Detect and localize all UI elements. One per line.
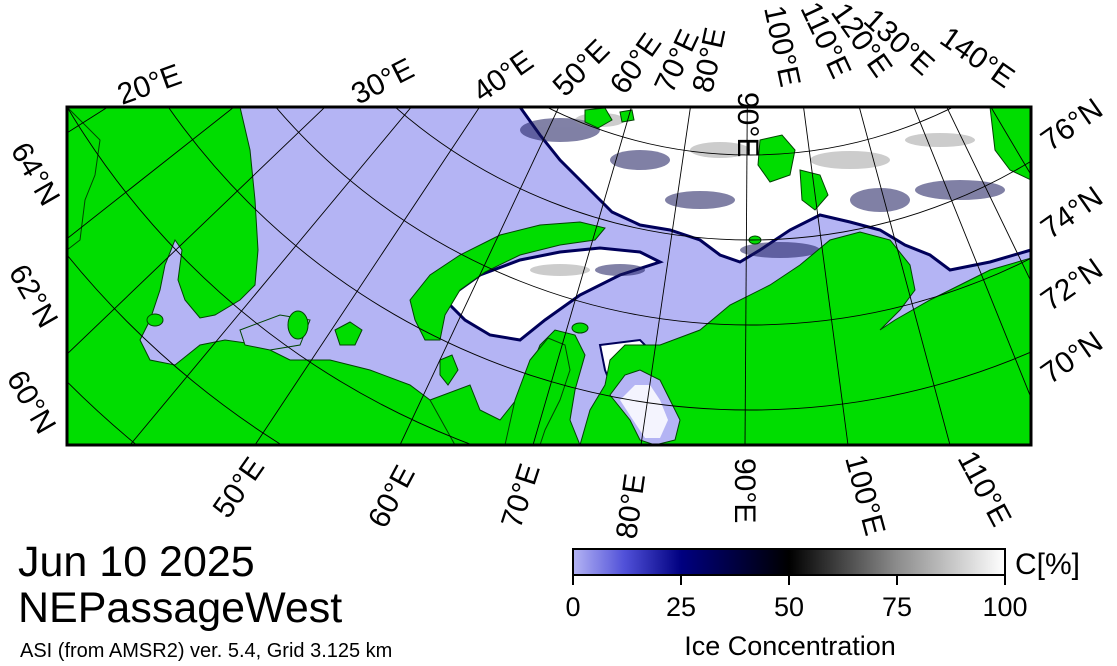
land-severnaya bbox=[757, 134, 796, 183]
land-islet-1 bbox=[571, 322, 589, 334]
region-name: NEPassageWest bbox=[18, 584, 343, 632]
lon-label-bottom: 90°E bbox=[728, 458, 761, 523]
lon-label-bottom: 50°E bbox=[207, 452, 272, 524]
lon-label-bottom: 110°E bbox=[951, 446, 1018, 532]
lat-label-right: 76°N bbox=[1035, 92, 1109, 157]
lat-label-right: 74°N bbox=[1035, 180, 1109, 245]
land-gydan-taymyr bbox=[579, 231, 1031, 445]
map-area bbox=[67, 107, 1031, 445]
lat-labels-right: 76°N 74°N 72°N 70°N bbox=[1035, 92, 1109, 390]
land-kanin bbox=[334, 321, 363, 346]
lon-label-top: 30°E bbox=[346, 52, 419, 111]
data-source: ASI (from AMSR2) ver. 5.4, Grid 3.125 km bbox=[20, 640, 393, 662]
lat-label-left: 60°N bbox=[0, 365, 62, 440]
land-franz-josef-2 bbox=[619, 109, 635, 123]
lon-label-bottom: 60°E bbox=[362, 460, 422, 533]
land-yamal bbox=[504, 337, 571, 445]
marginal-ice bbox=[520, 118, 1005, 276]
map-date: Jun 10 2025 bbox=[18, 538, 255, 586]
lon-label-bottom: 80°E bbox=[610, 472, 652, 541]
lon-label-bottom: 100°E bbox=[838, 451, 891, 539]
colorbar-tick: 75 bbox=[882, 592, 912, 622]
lat-labels-left: 64°N 62°N 60°N bbox=[0, 137, 66, 440]
land-vaygach bbox=[439, 354, 459, 386]
colorbar-tick: 25 bbox=[666, 592, 696, 622]
gulf-ob-ice bbox=[620, 385, 668, 438]
lat-label-left: 62°N bbox=[2, 259, 64, 334]
lon-label-bottom: 70°E bbox=[495, 460, 547, 532]
lon-label-top: 90°E bbox=[731, 92, 764, 157]
colorbar-title: Ice Concentration bbox=[684, 631, 896, 661]
lat-label-right: 72°N bbox=[1035, 252, 1109, 317]
land-east-islands bbox=[989, 107, 1031, 181]
land-severnaya-2 bbox=[799, 169, 829, 211]
colorbar-unit: C[%] bbox=[1015, 548, 1080, 581]
colorbar-tick: 0 bbox=[565, 592, 580, 622]
lon-label-top: 50°E bbox=[547, 33, 617, 103]
map-frame bbox=[65, 105, 1033, 447]
lon-label-top: 140°E bbox=[934, 21, 1020, 95]
colorbar-gradient bbox=[572, 548, 1006, 576]
lon-label-top: 40°E bbox=[467, 44, 539, 109]
lon-label-top: 20°E bbox=[113, 58, 186, 111]
lat-label-left: 64°N bbox=[4, 137, 66, 212]
sea-ice-north bbox=[518, 107, 1031, 272]
land-norway-north bbox=[67, 107, 101, 251]
lat-label-right: 70°N bbox=[1035, 325, 1109, 390]
lon-labels-bottom: 50°E 60°E 70°E 80°E 90°E 100°E 110°E bbox=[207, 446, 1018, 541]
land-novaya-zemlya bbox=[409, 221, 606, 341]
land-islet-4 bbox=[287, 310, 309, 340]
land-islet-3 bbox=[146, 313, 164, 327]
colorbar: C[%] 0 25 50 75 100 Ice Concentration bbox=[565, 548, 1080, 661]
colorbar-tick: 50 bbox=[774, 592, 804, 622]
colorbar-tick: 100 bbox=[982, 592, 1027, 622]
